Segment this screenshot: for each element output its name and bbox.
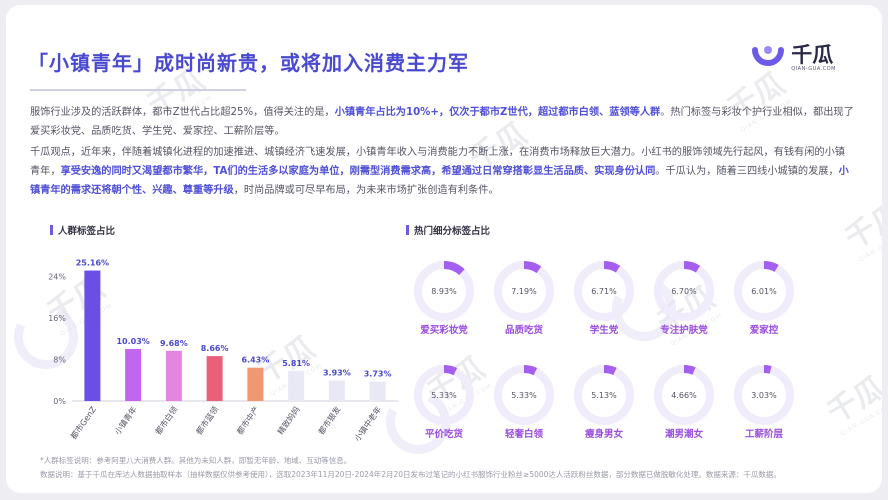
bar-value-label: 5.81% (282, 359, 310, 368)
donut-value-label: 7.19% (511, 287, 537, 296)
body-text: 服饰行业涉及的活跃群体，都市Z世代占比超25%，值得关注的是， (30, 107, 335, 118)
body-text: ，时尚品牌或可尽早布局，为未来市场扩张创造有利条件。 (233, 185, 499, 196)
donut-value-label: 3.03% (751, 391, 777, 400)
donut-category-label: 品质吃货 (505, 324, 544, 336)
y-tick-label: 16% (48, 314, 66, 323)
tag-footnote: *人群标签说明：参考阿里八大消费人群。其他为未知人群，即暂无年龄、地域、互动等信… (40, 456, 352, 465)
x-category-label: 都市白领 (153, 404, 180, 436)
logo-domain: QIAN-GUA.COM (791, 66, 836, 72)
report-slide: 千瓜 QIAN-GUA.COM 千瓜 QIAN-GUA.COM 千瓜 QIAN-GUA… (6, 5, 882, 493)
x-category-label: 精致妈妈 (275, 404, 302, 436)
donut-slice (414, 261, 474, 321)
donut-slice (414, 365, 474, 425)
x-category-label: 都市银发 (316, 404, 343, 436)
bar (328, 380, 345, 401)
data-source-note: 数据说明：基于千瓜在库达人数据抽取样本（抽样数据仅供参考使用），选取2023年1… (40, 470, 781, 479)
page-title: 「小镇青年」成时尚新贵，或将加入消费主力军 (28, 51, 469, 75)
donut-category-label: 爱家控 (750, 324, 779, 336)
donut-value-label: 6.70% (671, 287, 697, 296)
hot-tag-donut-grid: 8.93% 爱买彩妆党 7.19% 品质吃货 6.71% 学生党 6.70% 专注护肤党 6.0… (414, 261, 794, 440)
y-tick-label: 0% (53, 397, 66, 406)
bar-value-label: 10.03% (116, 337, 149, 346)
x-category-label: 都市GenZ (68, 404, 98, 441)
donut-slice (734, 261, 794, 321)
bar (369, 381, 386, 401)
intro-paragraph: 服饰行业涉及的活跃群体，都市Z世代占比超25%，值得关注的是，小镇青年占比为10… (30, 103, 854, 141)
bar-value-label: 9.68% (160, 339, 188, 348)
highlight-text: 小镇青年占比为10%+，仅次于都市Z世代，超过都市白领、蓝领等人群 (334, 107, 661, 118)
donut-value-label: 6.71% (591, 287, 617, 296)
bar (247, 367, 264, 401)
x-category-label: 都市中产 (234, 404, 261, 436)
bar-value-label: 3.93% (323, 369, 351, 378)
donut-value-label: 5.33% (431, 391, 457, 400)
bar (84, 270, 101, 401)
donut-category-label: 轻奢白领 (505, 428, 544, 440)
crowd-tag-bar-chart: 0% 8% 16% 24% 25.16% 都市GenZ 10.03% 小镇青年 9.68% 都市白… (48, 259, 398, 443)
donut-value-label: 4.66% (671, 391, 697, 400)
donut-category-label: 平价吃货 (425, 428, 464, 440)
logo-icon (751, 41, 785, 75)
x-category-label: 小镇中老年 (352, 404, 383, 443)
body-text: 。热门标签与彩妆个护行业相似，都出现了爱买彩妆党、品质吃货、学生党、爱家控、工薪… (30, 107, 854, 137)
donut-value-label: 6.01% (751, 287, 777, 296)
bar (125, 348, 142, 401)
y-tick-label: 24% (48, 273, 66, 282)
donut-slice (654, 365, 714, 425)
donut-category-label: 学生党 (590, 324, 619, 336)
bar-value-label: 3.73% (364, 370, 392, 379)
highlight-text: 小镇青年的需求还将朝个性、兴趣、尊重等升级 (30, 166, 849, 196)
highlight-text: 享受安逸的同时又渴望都市繁华，TA们的生活多以家庭为单位，刚需型消费需求高，希望… (60, 166, 656, 177)
bar-value-label: 25.16% (76, 259, 109, 268)
donut-category-label: 专注护肤党 (660, 324, 708, 336)
bar-chart-title: 人群标签占比 (50, 223, 115, 237)
donut-slice (494, 261, 554, 321)
bar-value-label: 6.43% (241, 356, 269, 365)
logo-name: 千瓜 (791, 43, 834, 67)
y-tick-label: 8% (53, 356, 66, 365)
x-category-label: 都市蓝领 (194, 404, 221, 436)
insight-paragraph: 千瓜观点，近年来，伴随着城镇化进程的加速推进、城镇经济飞速发展，小镇青年收入与消… (30, 143, 854, 200)
donut-slice (654, 261, 714, 321)
title-divider (30, 89, 246, 91)
body-text: 。千瓜认为，随着三四线小城镇的发展， (655, 166, 839, 177)
bar (165, 350, 182, 401)
donut-slice (574, 261, 634, 321)
x-category-label: 小镇青年 (112, 404, 139, 436)
donut-slice (574, 365, 634, 425)
bar (206, 356, 223, 401)
donut-slice (494, 365, 554, 425)
body-text: 千瓜观点，近年来，伴随着城镇化进程的加速推进、城镇经济飞速发展，小镇青年收入与消… (30, 147, 845, 177)
bar (288, 370, 305, 401)
donut-slice (734, 365, 794, 425)
bar-value-label: 8.66% (201, 344, 229, 353)
donut-value-label: 5.13% (591, 391, 617, 400)
donut-category-label: 工薪阶层 (745, 428, 784, 440)
brand-logo: 千瓜 QIAN-GUA.COM (751, 41, 836, 75)
donut-category-label: 瘦身男女 (585, 428, 624, 440)
donut-category-label: 潮男潮女 (665, 428, 704, 440)
donut-value-label: 5.33% (511, 391, 537, 400)
donut-category-label: 爱买彩妆党 (420, 324, 468, 336)
donut-chart-title: 热门细分标签占比 (406, 223, 490, 237)
donut-value-label: 8.93% (431, 287, 457, 296)
